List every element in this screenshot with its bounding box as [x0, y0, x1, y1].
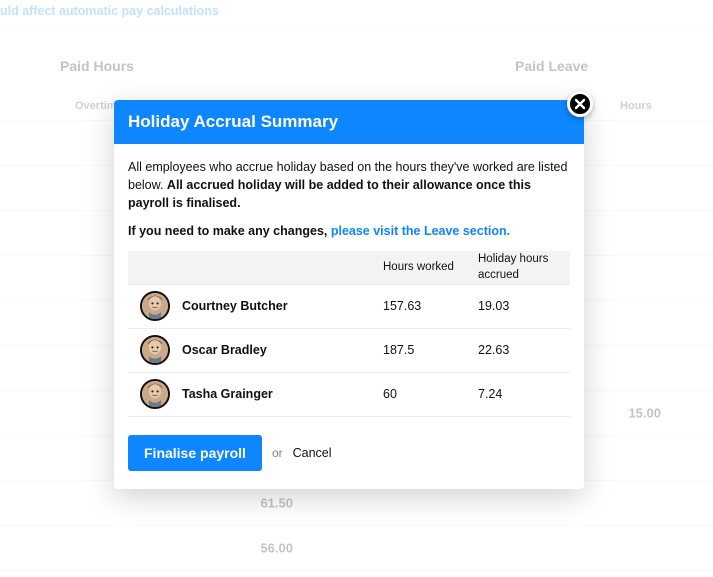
modal-para1-bold: All accrued holiday will be added to the… [128, 178, 531, 210]
holiday-accrual-modal: Holiday Accrual Summary All employees wh… [114, 100, 584, 489]
modal-title: Holiday Accrual Summary [114, 100, 584, 144]
cancel-button[interactable]: Cancel [293, 446, 332, 460]
table-header-holiday-accrued: Holiday hours accrued [468, 251, 570, 285]
or-label: or [272, 446, 283, 460]
hours-worked-cell: 157.63 [373, 284, 468, 328]
table-header-hours-worked: Hours worked [373, 251, 468, 285]
hours-worked-cell: 60 [373, 372, 468, 416]
hours-worked-cell: 187.5 [373, 328, 468, 372]
avatar [140, 291, 170, 321]
avatar [140, 335, 170, 365]
holiday-accrued-cell: 19.03 [468, 284, 570, 328]
table-row: Tasha Grainger 607.24 [128, 372, 570, 416]
modal-body: All employees who accrue holiday based o… [114, 144, 584, 417]
employee-name: Tasha Grainger [182, 385, 273, 403]
table-row: Oscar Bradley 187.522.63 [128, 328, 570, 372]
modal-footer: Finalise payroll or Cancel [114, 417, 584, 489]
employee-name: Oscar Bradley [182, 341, 267, 359]
employee-name: Courtney Butcher [182, 297, 288, 315]
close-button[interactable] [567, 91, 593, 117]
holiday-accrued-cell: 22.63 [468, 328, 570, 372]
close-icon [574, 98, 586, 110]
table-header-empty [128, 251, 373, 285]
holiday-accrued-cell: 7.24 [468, 372, 570, 416]
finalise-payroll-button[interactable]: Finalise payroll [128, 435, 262, 471]
accrual-table: Hours worked Holiday hours accrued Court… [128, 251, 570, 417]
modal-para2-bold: If you need to make any changes, [128, 224, 331, 238]
leave-section-link[interactable]: please visit the Leave section. [331, 224, 510, 238]
table-row: Courtney Butcher 157.6319.03 [128, 284, 570, 328]
avatar [140, 379, 170, 409]
